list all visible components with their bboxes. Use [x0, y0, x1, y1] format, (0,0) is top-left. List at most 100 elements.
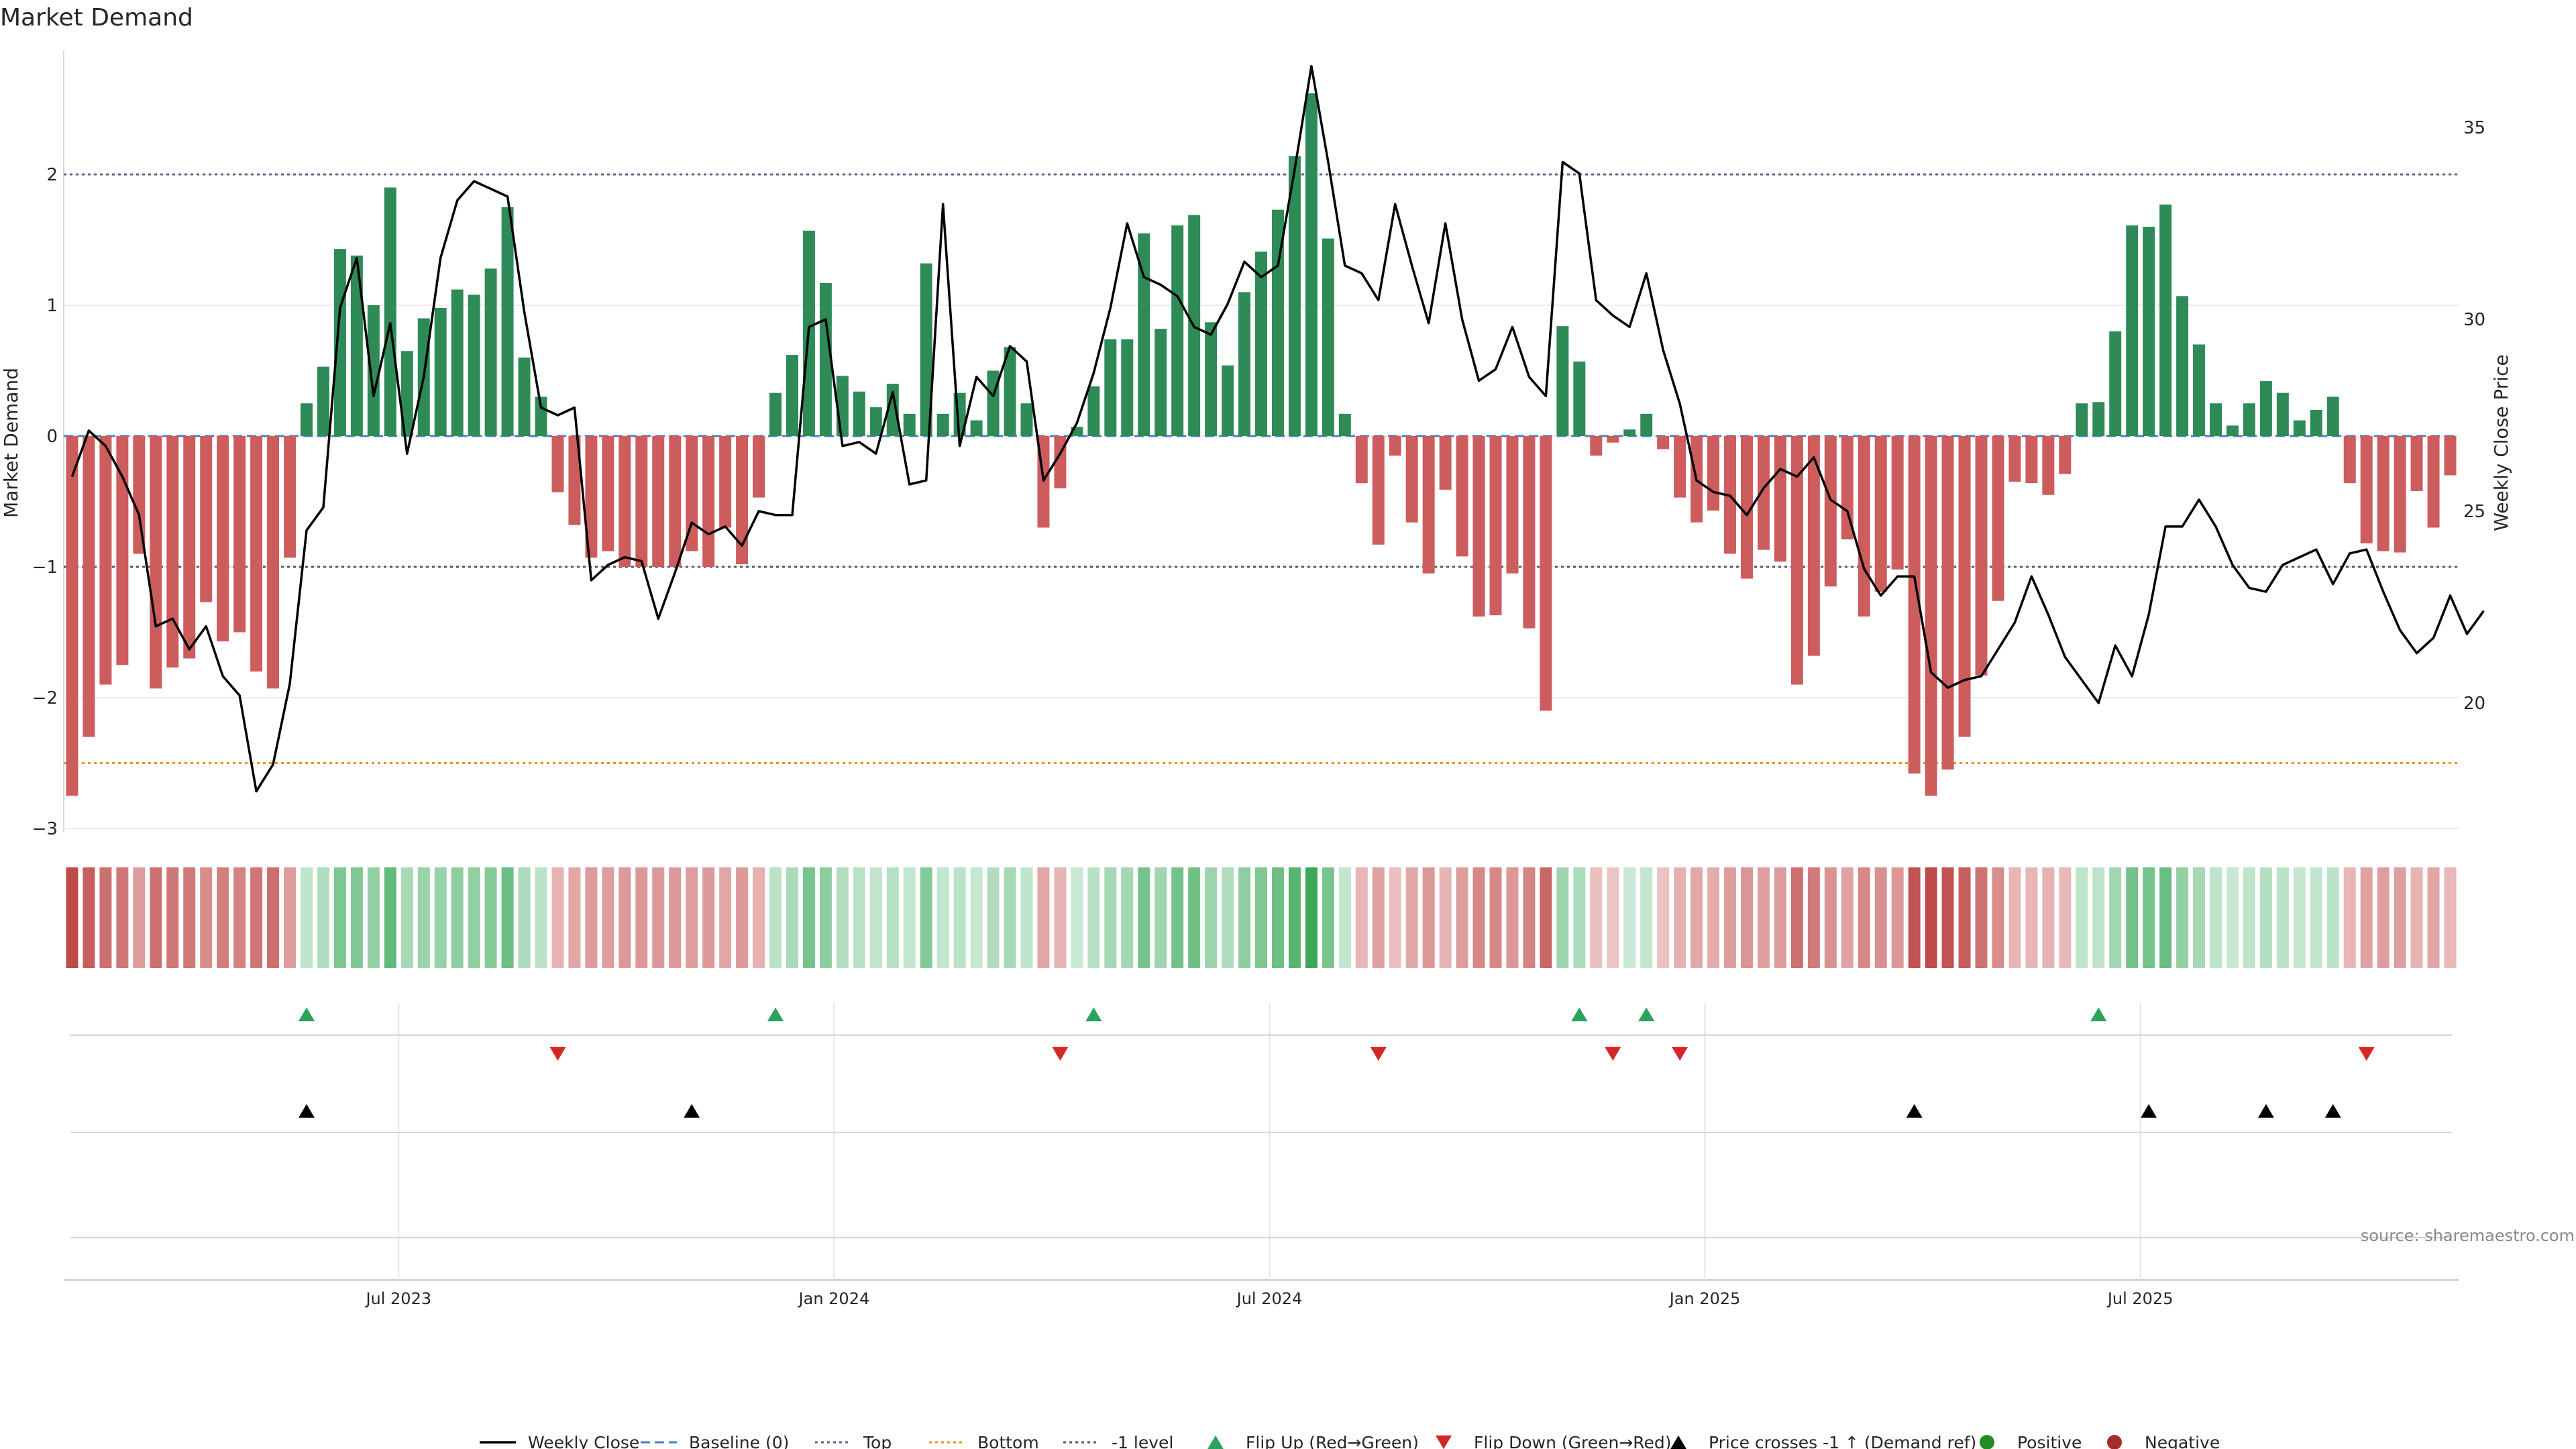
heat-cell: [1305, 867, 1318, 968]
heat-cell: [301, 867, 313, 968]
demand-bar-positive: [786, 355, 798, 436]
heat-cell: [1104, 867, 1117, 968]
demand-bar-positive: [1104, 339, 1117, 436]
heat-cell: [2360, 867, 2373, 968]
heat-cell: [953, 867, 966, 968]
demand-bar-negative: [669, 436, 682, 567]
demand-bar-positive: [1138, 233, 1150, 436]
demand-bar-negative: [1489, 436, 1502, 616]
heat-cell: [1540, 867, 1552, 968]
heat-cell: [920, 867, 932, 968]
heat-cell: [1908, 867, 1921, 968]
demand-bar-negative: [99, 436, 112, 685]
heat-cell: [2210, 867, 2222, 968]
demand-bar-positive: [2193, 344, 2206, 436]
heat-cell: [836, 867, 849, 968]
flip-up-marker: [767, 1007, 784, 1022]
demand-bar-negative: [1607, 436, 1619, 443]
heat-cell: [1489, 867, 1502, 968]
demand-bar-negative: [150, 436, 162, 689]
heat-cell: [1807, 867, 1820, 968]
demand-bar-negative: [1422, 436, 1435, 574]
demand-bar-positive: [1305, 93, 1318, 436]
demand-bar-positive: [2326, 396, 2339, 436]
y-tick-label: 2: [46, 165, 58, 185]
y-tick-label: −3: [32, 819, 58, 839]
demand-bar-positive: [468, 294, 480, 436]
heat-cell: [183, 867, 196, 968]
demand-bar-negative: [2427, 436, 2440, 528]
heat-cell: [2176, 867, 2189, 968]
heat-cell: [987, 867, 1000, 968]
legend-label: Positive: [2017, 1433, 2082, 1449]
demand-bar-negative: [1874, 436, 1887, 592]
demand-bar-positive: [1623, 429, 1636, 436]
demand-bar-positive: [1205, 322, 1218, 436]
heat-cell: [886, 867, 899, 968]
demand-bar-positive: [2293, 420, 2306, 436]
heat-cell: [284, 867, 297, 968]
heat-cell: [2343, 867, 2356, 968]
demand-bar-negative: [1925, 436, 1937, 796]
weekly-close-line-layer: [70, 64, 2485, 793]
heat-cell: [350, 867, 363, 968]
heat-cell: [2008, 867, 2021, 968]
heat-cell: [1992, 867, 2004, 968]
demand-bar-negative: [1657, 436, 1670, 449]
heat-cell: [2226, 867, 2239, 968]
heat-cell: [1271, 867, 1284, 968]
heat-cell: [602, 867, 614, 968]
heat-cell: [333, 867, 346, 968]
y-tick-label: 0: [46, 427, 58, 447]
grid-layer: [63, 50, 2459, 1281]
demand-bar-negative: [1389, 436, 1401, 456]
price-cross-marker: [2257, 1104, 2274, 1118]
flip-up-marker: [1571, 1007, 1588, 1022]
demand-bar-positive: [367, 305, 380, 436]
demand-bar-positive: [1338, 413, 1351, 436]
heat-cell: [250, 867, 263, 968]
heat-cell: [2310, 867, 2322, 968]
heat-cell: [233, 867, 246, 968]
demand-bar-negative: [200, 436, 213, 602]
demand-bar-negative: [1824, 436, 1837, 587]
demand-bar-negative: [133, 436, 146, 554]
y2-tick-label: 20: [2463, 694, 2485, 714]
heat-cell: [652, 867, 665, 968]
heat-cell: [166, 867, 179, 968]
demand-bar-negative: [2343, 436, 2356, 484]
demand-bar-negative: [66, 436, 78, 796]
heat-cell: [686, 867, 698, 968]
heat-cell: [1171, 867, 1184, 968]
demand-bar-positive: [1322, 238, 1334, 436]
demand-bar-positive: [484, 268, 497, 436]
demand-bar-negative: [1941, 436, 1954, 770]
heat-cell: [568, 867, 581, 968]
demand-bar-positive: [2159, 204, 2172, 436]
demand-bar-negative: [2444, 436, 2457, 476]
demand-bar-positive: [333, 249, 346, 436]
demand-bar-positive: [384, 187, 396, 436]
demand-bar-negative: [1992, 436, 2004, 601]
heat-cell: [400, 867, 413, 968]
heat-cell: [1222, 867, 1234, 968]
demand-bar-negative: [1540, 436, 1552, 711]
heat-cell: [1405, 867, 1418, 968]
heat-cell: [2326, 867, 2339, 968]
demand-bar-negative: [2008, 436, 2021, 482]
heat-cell: [150, 867, 162, 968]
legend-item: Weekly Close: [480, 1433, 639, 1449]
heat-cell: [2193, 867, 2206, 968]
y2-tick-label: 35: [2463, 118, 2485, 138]
demand-bar-negative: [753, 436, 765, 498]
demand-bar-positive: [1640, 413, 1653, 436]
heat-cell: [1071, 867, 1083, 968]
y-tick-label: −1: [32, 557, 58, 578]
heat-cell: [1355, 867, 1368, 968]
heat-cell: [1506, 867, 1519, 968]
heat-cell: [853, 867, 865, 968]
x-tick-label: Jul 2024: [1236, 1289, 1303, 1308]
heat-cell: [2126, 867, 2139, 968]
demand-bar-positive: [2143, 227, 2155, 436]
heat-cell: [2159, 867, 2172, 968]
